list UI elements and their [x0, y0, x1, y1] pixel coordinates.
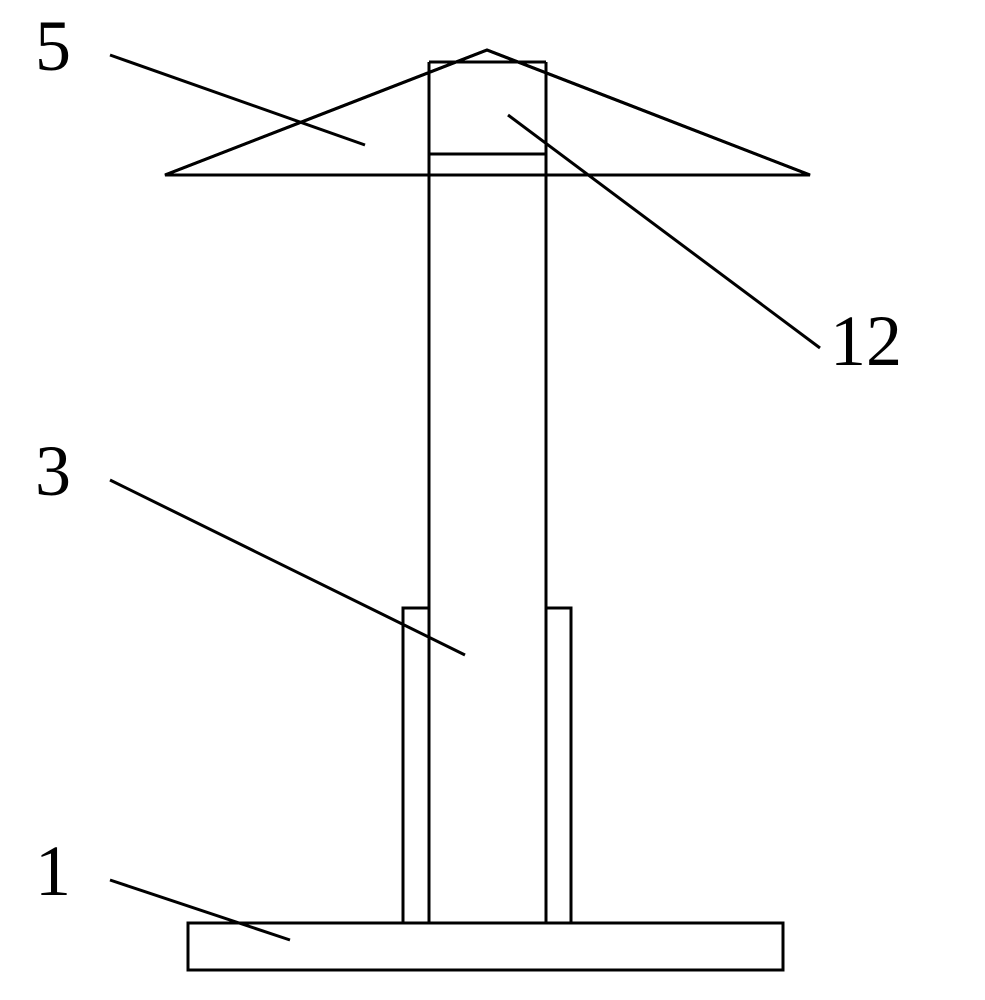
label-12: 12: [830, 300, 902, 383]
label-3: 3: [35, 430, 71, 513]
technical-diagram: [0, 0, 985, 1000]
label-1: 1: [35, 830, 71, 913]
label-5: 5: [35, 5, 71, 88]
